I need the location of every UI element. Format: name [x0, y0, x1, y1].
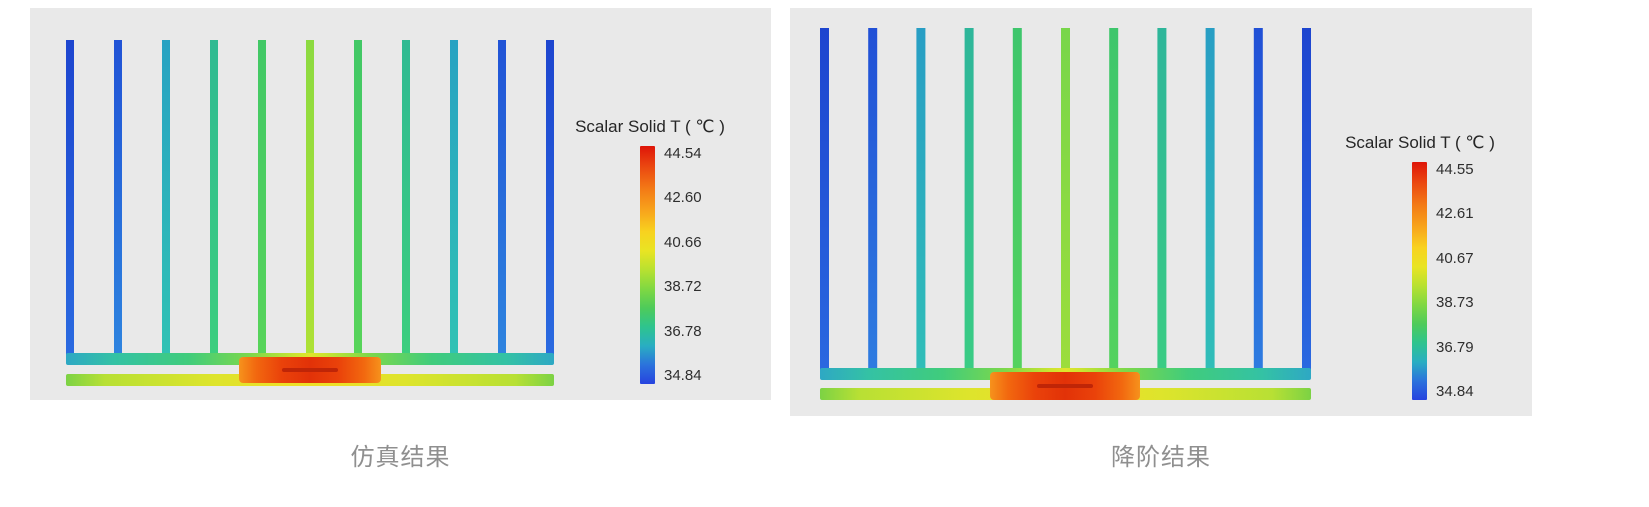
heatsink-fin — [498, 40, 506, 356]
colorbar-tick-labels: 44.55 42.61 40.67 38.73 36.79 34.84 — [1436, 162, 1474, 400]
heat-source-core — [1037, 384, 1093, 388]
colorbar-legend: Scalar Solid T ( ℃ ) 44.54 42.60 40.66 38.7… — [558, 116, 742, 384]
colorbar-tick-labels: 44.54 42.60 40.66 38.72 36.78 34.84 — [664, 146, 702, 384]
legend-title: Scalar Solid T ( ℃ ) — [575, 117, 725, 136]
legend-body: 44.55 42.61 40.67 38.73 36.79 34.84 — [1412, 162, 1510, 400]
colorbar-tick-label: 38.72 — [664, 278, 702, 296]
temperature-colorbar — [1412, 162, 1427, 400]
colorbar-tick-label: 42.61 — [1436, 205, 1474, 223]
heatsink-fin — [354, 40, 362, 356]
heatsink-fin — [1012, 28, 1022, 371]
caption-simulation-result: 仿真结果 — [350, 444, 451, 471]
heatsink-temperature-plot-reduced-order — [820, 28, 1311, 400]
heatsink-fin — [916, 28, 926, 371]
heatsink-fin — [306, 40, 314, 356]
heatsink-fin — [210, 40, 218, 356]
heatsink-fin — [162, 40, 170, 356]
colorbar-tick-label: 36.78 — [664, 322, 702, 340]
colorbar-legend: Scalar Solid T ( ℃ ) 44.55 42.61 40.67 38.7… — [1330, 132, 1510, 400]
colorbar-tick-label: 42.60 — [664, 189, 702, 207]
reduced-order-result-panel: Scalar Solid T ( ℃ ) 44.55 42.61 40.67 38.7… — [790, 8, 1532, 416]
heatsink-fin — [450, 40, 458, 356]
heatsink-fin — [1109, 28, 1119, 371]
heatsink-fin — [1302, 28, 1311, 371]
heatsink-fin — [1205, 28, 1215, 371]
heatsink-fin — [402, 40, 410, 356]
colorbar-tick-label: 36.79 — [1436, 338, 1474, 356]
heatsink-fin — [820, 28, 829, 371]
colorbar-tick-label: 38.73 — [1436, 294, 1474, 312]
heatsink-fin — [1061, 28, 1070, 371]
heatsink-fin — [1253, 28, 1263, 371]
heatsink-fin — [868, 28, 878, 371]
colorbar-tick-label: 44.55 — [1436, 161, 1474, 178]
legend-title: Scalar Solid T ( ℃ ) — [1345, 133, 1495, 152]
heatsink-temperature-plot-simulation — [66, 40, 554, 386]
heat-source-core — [282, 368, 338, 372]
colorbar-tick-label: 34.84 — [664, 366, 702, 384]
legend-body: 44.54 42.60 40.66 38.72 36.78 34.84 — [640, 146, 742, 384]
colorbar-tick-label: 44.54 — [664, 145, 702, 162]
colorbar-tick-label: 34.84 — [1436, 382, 1474, 400]
colorbar-tick-label: 40.66 — [664, 233, 702, 251]
heatsink-fin — [546, 40, 554, 356]
heatsink-fin — [1157, 28, 1167, 371]
colorbar-tick-label: 40.67 — [1436, 249, 1474, 267]
heatsink-fin — [114, 40, 122, 356]
temperature-colorbar — [640, 146, 655, 384]
heatsink-fin — [258, 40, 266, 356]
heatsink-fin — [964, 28, 974, 371]
caption-reduced-order-result: 降阶结果 — [1111, 444, 1211, 471]
simulation-result-panel: Scalar Solid T ( ℃ ) 44.54 42.60 40.66 38.7… — [30, 8, 771, 400]
heatsink-fin — [66, 40, 74, 356]
